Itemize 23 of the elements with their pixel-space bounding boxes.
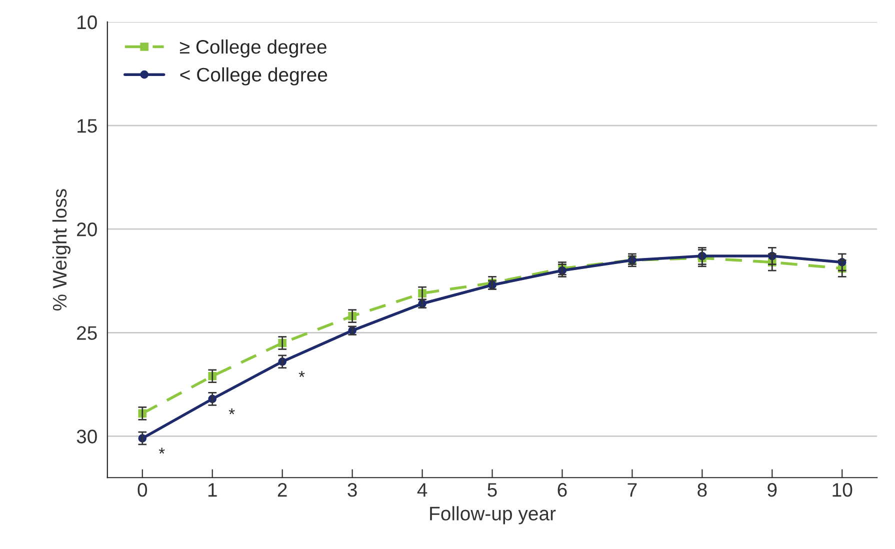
x-tick-label: 3	[348, 483, 357, 497]
x-tick-label: 4	[417, 483, 428, 497]
x-tick-label: 2	[278, 483, 287, 497]
x-tick-label: 0	[138, 483, 148, 497]
y-axis-title: % Weight loss	[52, 189, 70, 311]
annotation: *	[158, 448, 165, 454]
x-tick-label: 10	[832, 483, 852, 497]
x-axis-title: Follow-up year	[430, 506, 556, 524]
y-tick-label: 20	[77, 222, 97, 236]
annotation: *	[228, 408, 235, 414]
x-tick-label: 6	[558, 483, 567, 497]
x-tick-label: 5	[488, 483, 497, 497]
x-tick-label: 8	[698, 483, 707, 497]
y-tick-label: 25	[77, 326, 97, 340]
y-tick-label: 15	[78, 119, 97, 133]
legend-label: < College degree	[180, 67, 328, 86]
y-tick-label: 10	[78, 15, 97, 30]
annotation: *	[298, 371, 305, 378]
x-tick-label: 9	[768, 483, 777, 497]
x-tick-label: 7	[628, 483, 637, 497]
x-tick-label: 1	[208, 483, 217, 497]
legend-label: ≥ College degree	[180, 39, 326, 58]
y-tick-label: 30	[76, 430, 97, 444]
